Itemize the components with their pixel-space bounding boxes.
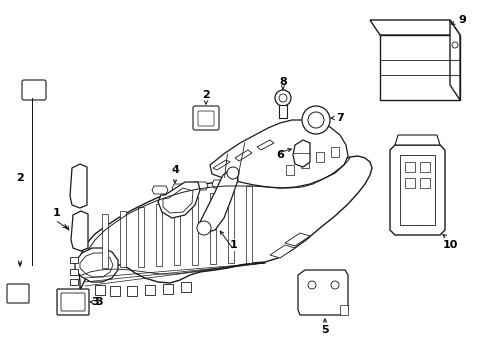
Circle shape <box>451 42 457 48</box>
Polygon shape <box>404 178 414 188</box>
Polygon shape <box>369 20 459 35</box>
Polygon shape <box>330 147 338 157</box>
Polygon shape <box>163 284 173 294</box>
Circle shape <box>409 175 423 189</box>
Text: 2: 2 <box>16 173 24 183</box>
Polygon shape <box>209 193 216 264</box>
Polygon shape <box>120 211 126 267</box>
Polygon shape <box>404 162 414 172</box>
Polygon shape <box>419 162 429 172</box>
FancyBboxPatch shape <box>22 80 46 100</box>
Polygon shape <box>269 245 294 258</box>
Circle shape <box>279 94 286 102</box>
Polygon shape <box>152 186 168 194</box>
Polygon shape <box>174 200 180 265</box>
Polygon shape <box>138 207 143 266</box>
FancyBboxPatch shape <box>198 111 214 126</box>
Polygon shape <box>297 270 347 315</box>
Polygon shape <box>70 279 78 285</box>
Polygon shape <box>292 140 309 167</box>
Polygon shape <box>209 120 347 188</box>
FancyBboxPatch shape <box>7 284 29 303</box>
Text: 1: 1 <box>51 210 59 220</box>
Text: 9: 9 <box>457 15 465 25</box>
Polygon shape <box>192 197 198 265</box>
Text: 10: 10 <box>442 240 457 250</box>
Polygon shape <box>315 152 324 162</box>
Circle shape <box>307 281 315 289</box>
FancyBboxPatch shape <box>193 106 219 130</box>
Text: 5: 5 <box>321 325 328 335</box>
Polygon shape <box>156 203 162 266</box>
Text: 2: 2 <box>202 90 209 100</box>
Polygon shape <box>79 156 371 290</box>
Polygon shape <box>95 285 105 295</box>
Polygon shape <box>301 158 308 168</box>
Polygon shape <box>285 233 309 246</box>
Text: 7: 7 <box>335 113 343 123</box>
Polygon shape <box>172 184 187 192</box>
FancyBboxPatch shape <box>61 293 85 311</box>
Polygon shape <box>181 282 191 292</box>
Polygon shape <box>158 182 200 218</box>
Circle shape <box>197 221 210 235</box>
Polygon shape <box>389 145 444 235</box>
Text: 1: 1 <box>53 208 61 218</box>
Polygon shape <box>339 305 347 315</box>
Text: 4: 4 <box>171 165 179 175</box>
Polygon shape <box>394 135 439 145</box>
Text: 2: 2 <box>16 175 24 185</box>
Circle shape <box>409 156 423 170</box>
Polygon shape <box>245 186 251 263</box>
Polygon shape <box>285 165 293 175</box>
Polygon shape <box>379 35 459 100</box>
Text: 8: 8 <box>279 77 286 87</box>
Circle shape <box>330 281 338 289</box>
Text: 1: 1 <box>230 240 237 250</box>
Polygon shape <box>127 286 137 296</box>
Circle shape <box>302 106 329 134</box>
Polygon shape <box>110 286 120 296</box>
Circle shape <box>274 90 290 106</box>
FancyBboxPatch shape <box>57 289 89 315</box>
Polygon shape <box>70 269 78 275</box>
Polygon shape <box>102 214 108 268</box>
Polygon shape <box>213 160 229 170</box>
Text: 3: 3 <box>91 297 99 307</box>
Polygon shape <box>71 211 88 251</box>
Polygon shape <box>235 150 251 161</box>
Polygon shape <box>75 248 118 282</box>
Polygon shape <box>145 285 155 295</box>
Polygon shape <box>419 178 429 188</box>
Polygon shape <box>399 155 434 225</box>
Text: 6: 6 <box>276 150 284 160</box>
Polygon shape <box>80 253 113 277</box>
Polygon shape <box>192 182 207 190</box>
Circle shape <box>226 167 239 179</box>
Circle shape <box>409 193 423 207</box>
Polygon shape <box>163 188 193 213</box>
Text: 3: 3 <box>95 297 102 307</box>
Circle shape <box>409 211 423 225</box>
Polygon shape <box>212 180 227 188</box>
Polygon shape <box>200 170 238 232</box>
Polygon shape <box>257 140 273 150</box>
Polygon shape <box>227 190 234 264</box>
Polygon shape <box>449 20 459 100</box>
Polygon shape <box>70 257 78 263</box>
Polygon shape <box>279 105 286 118</box>
Polygon shape <box>70 164 87 208</box>
Circle shape <box>307 112 324 128</box>
